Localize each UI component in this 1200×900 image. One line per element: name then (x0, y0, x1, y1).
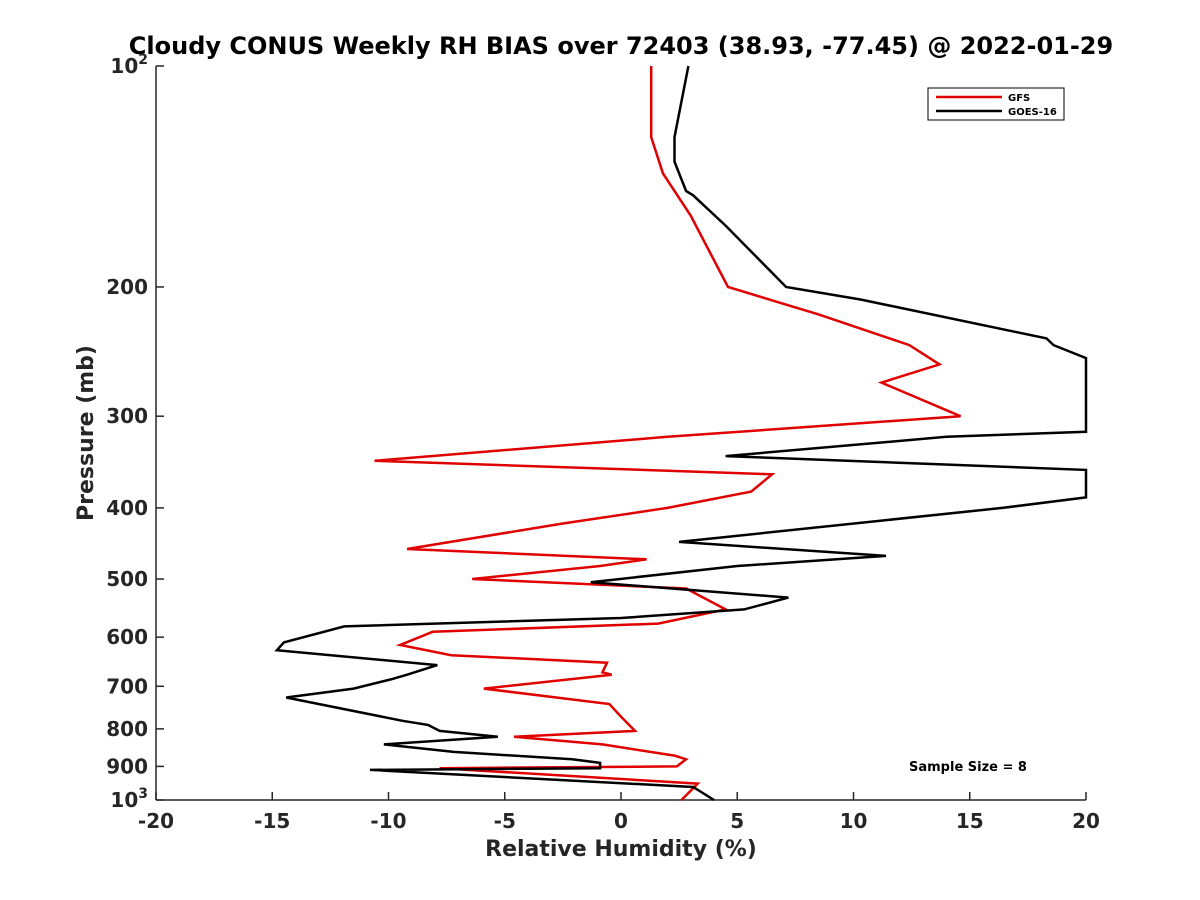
x-tick-label: -20 (138, 809, 174, 833)
series-layer (274, 65, 1088, 802)
x-tick-label: -10 (370, 809, 406, 833)
y-tick-label: 700 (106, 674, 148, 698)
x-tick-label: 20 (1072, 809, 1100, 833)
y-axis-label: Pressure (mb) (74, 345, 99, 521)
legend-label-goes16: GOES-16 (1008, 107, 1057, 118)
x-tick-label: -5 (494, 809, 516, 833)
y-tick-label: 600 (106, 625, 148, 649)
x-tick-label: -15 (254, 809, 290, 833)
legend-label-gfs: GFS (1008, 93, 1030, 104)
y-tick-label: 900 (106, 754, 148, 778)
x-tick-label: 10 (840, 809, 868, 833)
series-line-gfs (374, 66, 961, 801)
y-axis-ticks: 102 200 300 400 500 600 700 800 900 103 (106, 52, 164, 812)
x-tick-label: 15 (956, 809, 984, 833)
x-tick-label: 5 (730, 809, 744, 833)
legend-box (927, 87, 1065, 121)
x-axis-label: Relative Humidity (%) (485, 837, 757, 862)
y-tick-label: 800 (106, 717, 148, 741)
legend: GFS GOES-16 (927, 87, 1065, 121)
y-tick-label: 103 (110, 786, 148, 812)
x-axis-ticks: -20 -15 -10 -5 0 5 10 15 20 (138, 792, 1100, 833)
series-line-goes-16 (274, 65, 1088, 802)
x-tick-label: 0 (614, 809, 628, 833)
plot-area (155, 66, 1086, 801)
chart-title: Cloudy CONUS Weekly RH BIAS over 72403 (… (129, 32, 1113, 60)
y-tick-label: 200 (106, 275, 148, 299)
y-tick-label: 500 (106, 567, 148, 591)
sample-size-annotation: Sample Size = 8 (909, 760, 1027, 775)
y-tick-label: 102 (110, 52, 148, 78)
y-tick-label: 300 (106, 404, 148, 428)
y-tick-label: 400 (106, 496, 148, 520)
